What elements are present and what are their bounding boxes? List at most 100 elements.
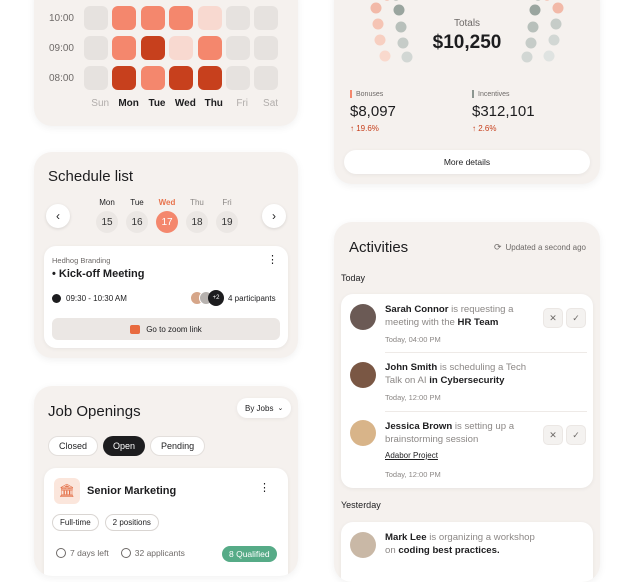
close-icon: ✕	[549, 312, 557, 323]
bonuses-change: 19.6%	[356, 124, 379, 133]
heatmap-cell[interactable]	[225, 6, 250, 30]
day-option[interactable]: Tue 16	[122, 198, 152, 233]
gauge-dot	[525, 37, 537, 49]
gauge-dot	[527, 21, 539, 33]
activity-time: Today, 04:00 PM	[385, 335, 441, 344]
incentives-label: Incentives	[478, 90, 510, 98]
heatmap-cell[interactable]	[84, 66, 108, 90]
heatmap-cell[interactable]	[84, 36, 108, 60]
arrow-up-icon: ↑	[472, 124, 476, 133]
day-name: Mon	[99, 198, 115, 207]
event-title: • Kick-off Meeting	[52, 268, 145, 280]
incentives-value: $312,101	[472, 103, 535, 120]
decline-button[interactable]: ✕	[543, 425, 563, 445]
more-vertical-icon[interactable]: ⋮	[267, 254, 278, 266]
tab-open[interactable]: Open	[103, 436, 146, 456]
gauge-dot	[548, 34, 560, 46]
heatmap-cell[interactable]	[197, 36, 222, 60]
arrow-up-icon: ↑	[350, 124, 354, 133]
activity-highlight: coding best practices.	[398, 545, 500, 556]
heatmap-cell[interactable]	[140, 66, 165, 90]
activity-text: Mark Lee is organizing a workshop on cod…	[385, 531, 535, 557]
job-tag: 2 positions	[104, 514, 159, 531]
heatmap-day-label: Thu	[204, 98, 223, 109]
tab-closed[interactable]: Closed	[48, 436, 99, 456]
activity-text: Sarah Connor is requesting a meeting wit…	[385, 303, 535, 329]
heatmap-cell[interactable]	[254, 6, 279, 30]
decline-button[interactable]: ✕	[543, 308, 563, 328]
heatmap-cell[interactable]	[169, 36, 194, 60]
heatmap-day-label: Mon	[118, 98, 139, 109]
accept-button[interactable]: ✓	[566, 425, 586, 445]
avatar	[350, 304, 376, 330]
heatmap-cell[interactable]	[112, 36, 137, 60]
avatar	[350, 420, 376, 446]
day-name: Thu	[190, 198, 204, 207]
day-option[interactable]: Thu 18	[182, 198, 212, 233]
heatmap-cell[interactable]	[140, 36, 165, 60]
extra-participants-badge: +2	[208, 290, 224, 306]
activity-description: is setting up a brainstorming session	[385, 421, 515, 445]
heatmap-cell[interactable]	[225, 66, 250, 90]
day-option[interactable]: Wed 17	[152, 198, 182, 233]
activity-time: Today, 12:00 PM	[385, 470, 441, 479]
updated-text: Updated a second ago	[505, 243, 586, 252]
gauge-dot	[393, 0, 399, 1]
participants-group: +2 4 participants	[190, 290, 276, 306]
event-card[interactable]: Hedhog Branding • Kick-off Meeting ⋮ 09:…	[44, 246, 288, 348]
more-details-button[interactable]: More details	[344, 150, 590, 174]
day-option[interactable]: Fri 19	[212, 198, 242, 233]
heatmap-cell[interactable]	[140, 6, 165, 30]
activity-highlight: HR Team	[457, 317, 499, 328]
gauge-dot	[395, 21, 407, 33]
bonuses-color-marker	[350, 90, 352, 98]
prev-week-button[interactable]: ‹	[46, 204, 70, 228]
heatmap-cell[interactable]	[225, 36, 250, 60]
heatmap-day-label: Tue	[148, 98, 166, 109]
totals-card: Totals $10,250 Bonuses $8,097 ↑ 19.6% In…	[334, 0, 600, 184]
activity-description: is scheduling a Tech Talk on AI	[385, 362, 527, 386]
heatmap-cell[interactable]	[254, 36, 279, 60]
activity-highlight: in Cybersecurity	[429, 375, 505, 386]
activity-time: Today, 12:00 PM	[385, 393, 441, 402]
bonuses-block: Bonuses $8,097 ↑ 19.6%	[350, 90, 396, 133]
day-number: 19	[216, 211, 238, 233]
day-option[interactable]: Mon 15	[92, 198, 122, 233]
jobs-tabs: Closed Open Pending	[48, 436, 210, 456]
activity-description: is organizing a workshop on	[385, 532, 535, 556]
accept-button[interactable]: ✓	[566, 308, 586, 328]
heatmap-cell[interactable]	[169, 66, 194, 90]
day-number: 16	[126, 211, 148, 233]
days-left: 7 days left	[70, 548, 109, 558]
gauge-dot	[393, 4, 405, 16]
heatmap-cell[interactable]	[112, 66, 137, 90]
heatmap-time-label: 10:00	[48, 12, 74, 24]
chevron-right-icon: ›	[272, 209, 276, 223]
refresh-icon[interactable]: ⟳	[493, 242, 502, 252]
job-item[interactable]: 🏛 Senior Marketing ⋮ Full-time 2 position…	[44, 468, 288, 576]
heatmap-cell[interactable]	[84, 6, 108, 30]
heatmap-card: 10:00 09:00 08:00 Sun Mon Tue Wed Thu Fri Sat	[34, 0, 298, 126]
next-week-button[interactable]: ›	[262, 204, 286, 228]
heatmap-cell[interactable]	[197, 66, 222, 90]
participants-count: 4 participants	[228, 293, 276, 303]
gauge-dot	[529, 4, 541, 16]
zoom-link-button[interactable]: Go to zoom link	[52, 318, 280, 340]
bank-icon: 🏛	[54, 478, 80, 504]
more-vertical-icon[interactable]: ⋮	[259, 482, 270, 494]
jobs-card: Job Openings By Jobs ⌄ Closed Open Pending …	[34, 386, 298, 576]
heatmap-cell[interactable]	[112, 6, 137, 30]
heatmap-cell[interactable]	[169, 6, 194, 30]
activities-title: Activities	[349, 239, 409, 256]
gauge-dot	[374, 34, 386, 46]
heatmap-cell[interactable]	[254, 66, 279, 90]
project-link[interactable]: Adabor Project	[385, 451, 438, 460]
jobs-filter-dropdown[interactable]: By Jobs ⌄	[237, 398, 292, 418]
heatmap-cell[interactable]	[197, 6, 222, 30]
gauge-dot	[397, 37, 409, 49]
schedule-title: Schedule list	[48, 168, 134, 185]
applicants-count: 32 applicants	[134, 548, 185, 558]
tab-pending[interactable]: Pending	[150, 436, 206, 456]
chevron-left-icon: ‹	[56, 209, 60, 223]
divider	[385, 352, 587, 353]
